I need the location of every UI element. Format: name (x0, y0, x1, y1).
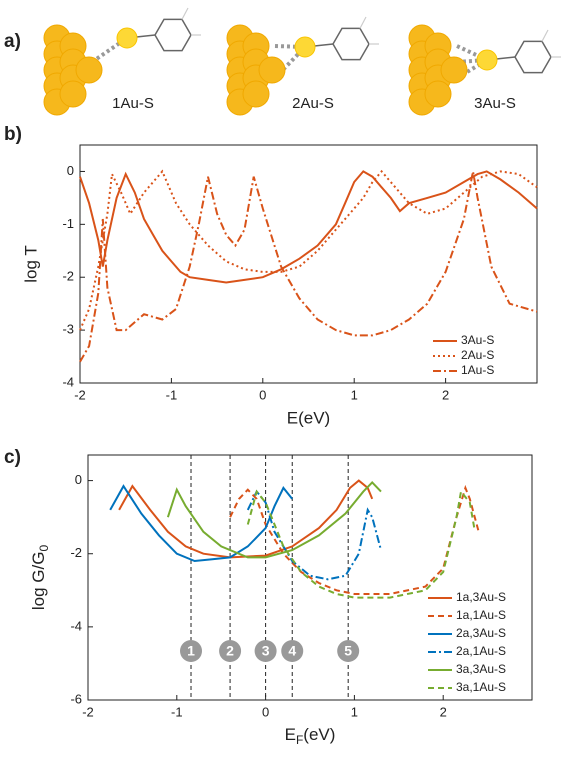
series-line (79, 169, 538, 331)
x-tick-label: 0 (259, 387, 266, 402)
legend-label: 3a,1Au-S (456, 680, 506, 694)
y-tick-label: 0 (75, 472, 82, 487)
y-tick-label: -1 (62, 216, 74, 231)
benzene-ring (332, 27, 370, 61)
structure-label: 2Au-S (292, 95, 334, 112)
legend-label: 1a,1Au-S (456, 608, 506, 622)
marker-badge (180, 640, 203, 662)
series-line (79, 171, 538, 363)
x-tick-label: 1 (351, 704, 358, 719)
x-tick-label: -1 (171, 704, 183, 719)
adatom (294, 36, 316, 58)
series-line (166, 480, 382, 559)
panel-label: a) (4, 31, 21, 52)
x-tick-label: 0 (262, 704, 269, 719)
axis-label: log G/G0 (29, 545, 51, 611)
benzene-ring (154, 18, 192, 52)
legend-label: 3Au-S (461, 333, 494, 347)
y-tick-label: -4 (62, 374, 74, 389)
x-tick-label: 2 (440, 704, 447, 719)
gold-atom (59, 80, 87, 108)
adatom (116, 27, 138, 49)
axis-label-text: log G/G (29, 552, 48, 611)
legend-label: 3a,3Au-S (456, 662, 506, 676)
x-tick-label: -2 (82, 704, 94, 719)
axis-label-text: E (285, 725, 296, 744)
y-tick-label: -2 (70, 545, 82, 560)
y-tick-label: -4 (70, 618, 82, 633)
marker-label: 4 (288, 643, 296, 659)
panel-label: b) (4, 124, 22, 145)
marker-label: 3 (262, 643, 270, 659)
axis-label-sub: F (296, 733, 303, 747)
legend-label: 1a,3Au-S (456, 590, 506, 604)
series-line (246, 489, 382, 581)
series-line (79, 170, 538, 284)
gold-atom (424, 80, 452, 108)
adatom (476, 49, 498, 71)
axis-label: E(eV) (287, 408, 330, 427)
marker-badge (254, 640, 277, 662)
gold-atom (75, 56, 103, 84)
axis-label: EF(eV) (285, 725, 336, 747)
substituent (541, 29, 549, 42)
x-tick-label: 1 (351, 387, 358, 402)
series-line (229, 484, 480, 595)
structure-label: 1Au-S (112, 95, 154, 112)
x-tick-label: 2 (442, 387, 449, 402)
panel-label: c) (4, 447, 21, 468)
legend-label: 2a,3Au-S (456, 626, 506, 640)
substituent (181, 7, 189, 20)
axis-label: log T (21, 245, 40, 283)
benzene-ring (514, 40, 552, 74)
gold-atom (258, 56, 286, 84)
marker-label: 5 (344, 643, 352, 659)
substituent (359, 16, 367, 29)
legend-label: 2Au-S (461, 348, 494, 362)
marker-badge (281, 640, 304, 662)
axis-label-sub: 0 (37, 545, 51, 552)
y-tick-label: -2 (62, 269, 74, 284)
plot-frame (79, 144, 538, 384)
legend-label: 1Au-S (461, 363, 494, 377)
structure-label: 3Au-S (474, 95, 516, 112)
legend-label: 2a,1Au-S (456, 644, 506, 658)
x-tick-label: -1 (166, 387, 178, 402)
series-line (109, 484, 293, 563)
gold-atom (440, 56, 468, 84)
series-line (118, 479, 374, 559)
y-tick-label: -3 (62, 322, 74, 337)
marker-label: 2 (226, 643, 234, 659)
gold-atom (242, 80, 270, 108)
marker-label: 1 (187, 643, 195, 659)
x-tick-label: -2 (74, 387, 86, 402)
y-tick-label: -6 (70, 691, 82, 706)
bond (90, 36, 129, 64)
marker-badge (337, 640, 360, 662)
series-line (246, 489, 476, 599)
y-tick-label: 0 (67, 163, 74, 178)
axis-label-text: (eV) (303, 725, 335, 744)
marker-badge (219, 640, 242, 662)
plot-frame (87, 454, 533, 701)
